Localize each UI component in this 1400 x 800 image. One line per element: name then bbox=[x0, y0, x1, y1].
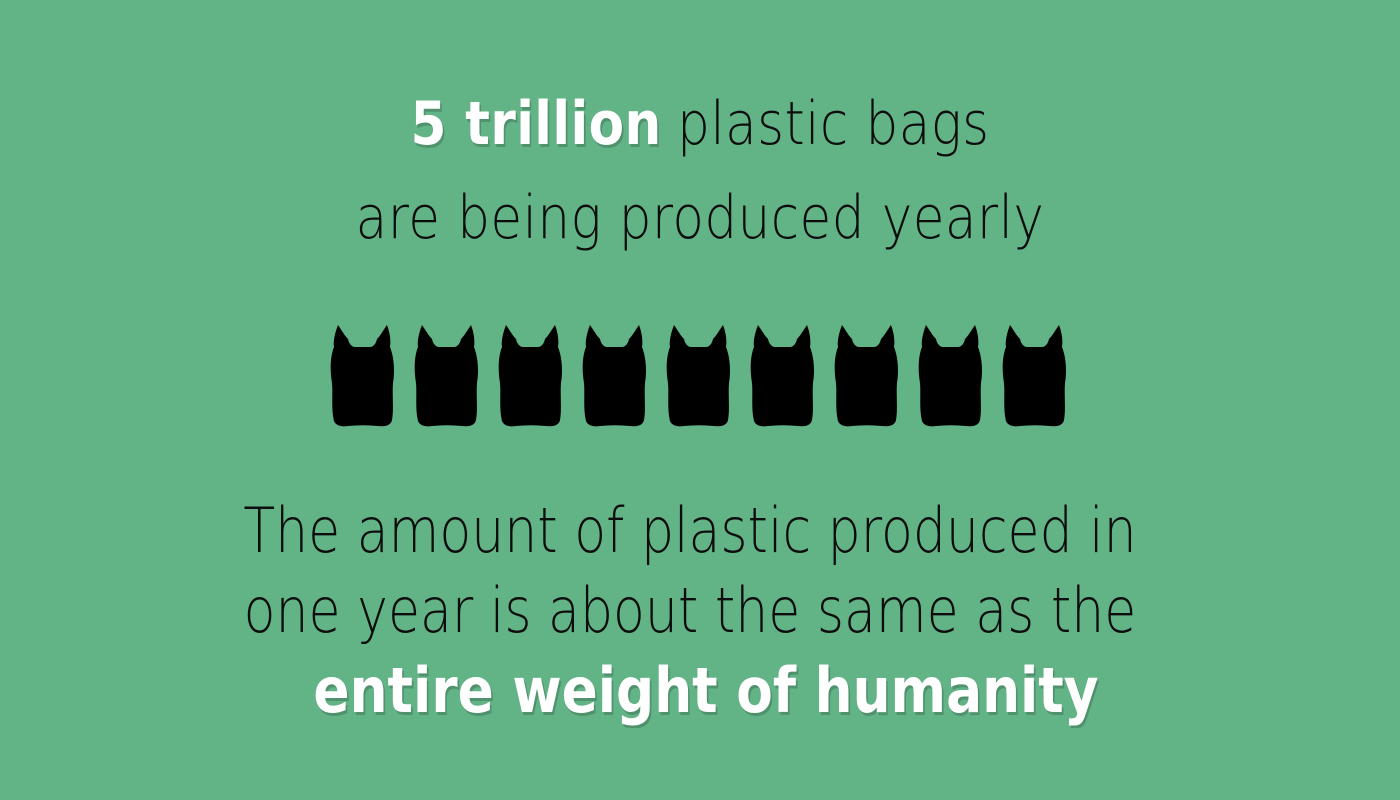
plastic-bag-icon bbox=[330, 325, 394, 427]
plastic-bag-icons bbox=[330, 325, 1066, 427]
body-line-2: one year is about the same as the bbox=[243, 574, 1137, 647]
plastic-bag-icon bbox=[918, 325, 982, 427]
plastic-bag-icon bbox=[414, 325, 478, 427]
headline-line-2: are being produced yearly bbox=[355, 183, 1045, 253]
plastic-bag-icon bbox=[1002, 325, 1066, 427]
headline-rest: plastic bags bbox=[677, 89, 990, 159]
plastic-bag-icon bbox=[834, 325, 898, 427]
body-line-1: The amount of plastic produced in bbox=[243, 494, 1137, 567]
stat-highlight: 5 trillion bbox=[410, 89, 662, 159]
plastic-bag-icon bbox=[750, 325, 814, 427]
plastic-bag-icon bbox=[582, 325, 646, 427]
body-emphasis: entire weight of humanity bbox=[313, 654, 1099, 727]
headline-line-1: 5 trillion plastic bags bbox=[98, 94, 1302, 154]
plastic-bag-icon bbox=[498, 325, 562, 427]
plastic-bag-icon bbox=[666, 325, 730, 427]
